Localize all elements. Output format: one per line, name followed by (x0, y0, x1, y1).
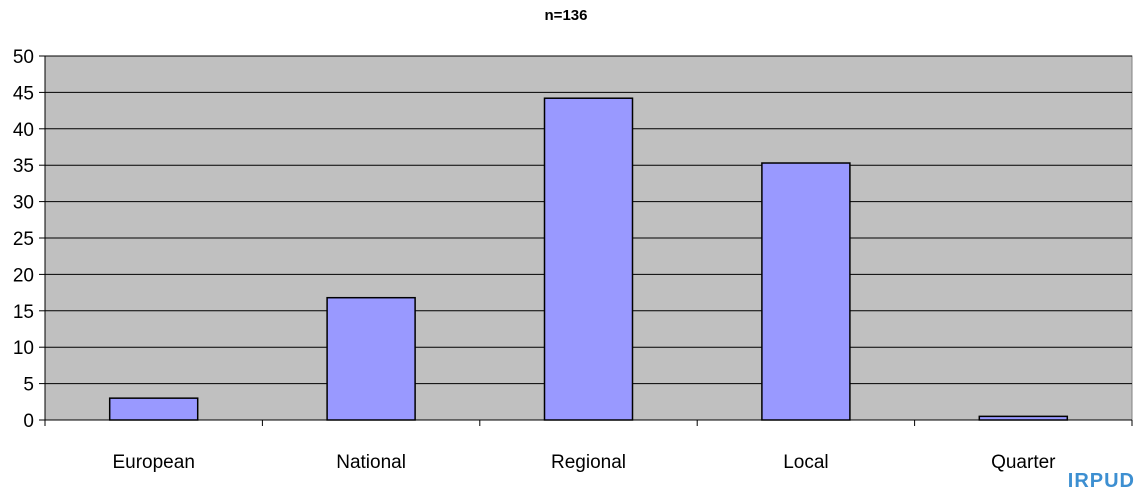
bar-quarter (978, 415, 1069, 421)
x-axis-ticks: European National Regional Local Quarter (44, 420, 1133, 473)
y-tick-label-40: 40 (13, 120, 34, 141)
x-tick-label-quarter: Quarter (991, 452, 1056, 473)
y-tick-label-35: 35 (13, 156, 34, 177)
y-tick-label-20: 20 (13, 265, 34, 286)
bar-national (326, 296, 416, 421)
y-tick-label-0: 0 (23, 411, 34, 432)
x-tick-label-national: National (336, 452, 406, 473)
bar-local (761, 162, 851, 421)
watermark-logo: IRPUD (1067, 470, 1135, 492)
gridlines (45, 55, 1132, 385)
y-tick-label-50: 50 (13, 47, 34, 68)
y-tick-label-25: 25 (13, 229, 34, 250)
x-tick-label-local: Local (783, 452, 828, 473)
bars (108, 97, 1069, 421)
y-tick-label-10: 10 (13, 338, 34, 359)
y-tick-label-45: 45 (13, 83, 34, 104)
y-tick-label-5: 5 (23, 375, 34, 396)
x-tick-label-regional: Regional (551, 452, 626, 473)
y-axis-ticks: 0 5 10 15 20 25 30 35 40 45 50 (13, 47, 45, 432)
bar-european (108, 397, 199, 421)
bar-regional (543, 97, 634, 421)
chart-title: n=136 (545, 7, 588, 24)
x-tick-label-european: European (112, 452, 194, 473)
y-tick-label-30: 30 (13, 193, 34, 214)
y-tick-label-15: 15 (13, 302, 34, 323)
